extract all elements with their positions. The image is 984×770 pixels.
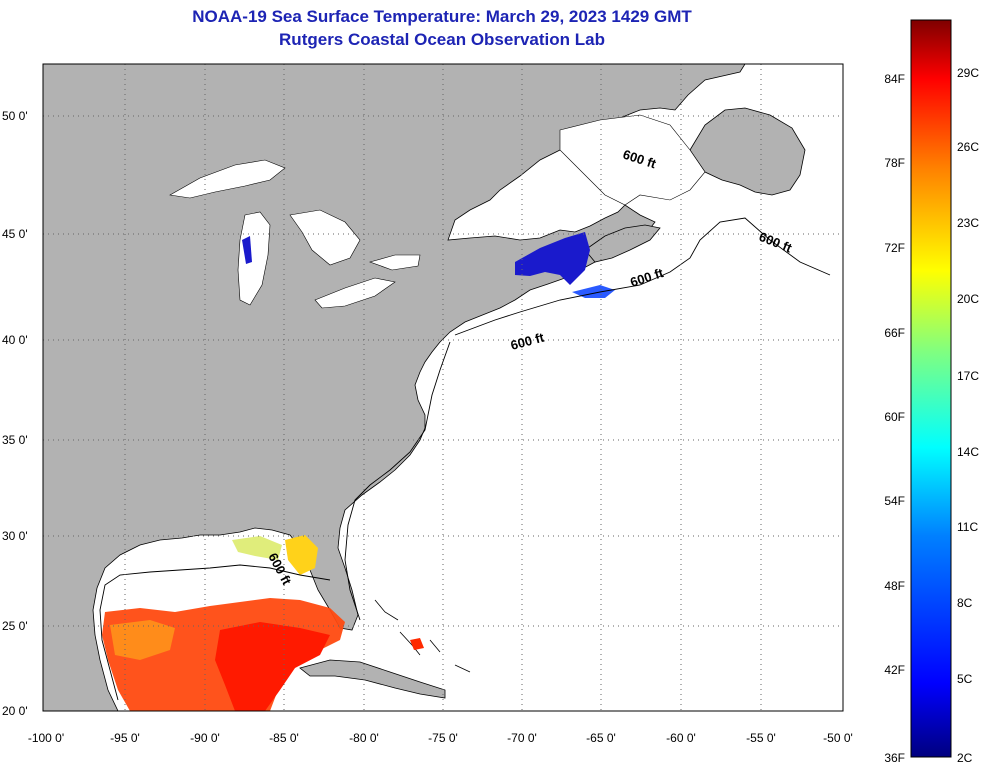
colorbar-c-label: 2C bbox=[957, 751, 973, 765]
nova-scotia-land bbox=[584, 224, 661, 263]
colorbar-f-label: 84F bbox=[884, 72, 905, 86]
colorbar-c-label: 8C bbox=[957, 596, 973, 610]
colorbar-c-label: 17C bbox=[957, 369, 979, 383]
lat-label: 50 0' bbox=[2, 109, 28, 123]
lat-label: 35 0' bbox=[2, 433, 28, 447]
lon-label: -80 0' bbox=[349, 731, 379, 745]
colorbar-f-label: 78F bbox=[884, 156, 905, 170]
colorbar-c-label: 23C bbox=[957, 216, 979, 230]
lon-label: -55 0' bbox=[746, 731, 776, 745]
color-bar: 84F 78F 72F 66F 60F 54F 48F 42F 36F 29C … bbox=[884, 19, 979, 765]
lon-label: -95 0' bbox=[110, 731, 140, 745]
lat-label: 25 0' bbox=[2, 619, 28, 633]
colorbar-f-label: 60F bbox=[884, 410, 905, 424]
lon-label: -50 0' bbox=[823, 731, 853, 745]
gulf-shelf-warm bbox=[285, 535, 318, 575]
gulf-of-maine-cold-sst bbox=[515, 232, 590, 285]
colorbar-c-label: 14C bbox=[957, 445, 979, 459]
lat-label: 45 0' bbox=[2, 227, 28, 241]
gulf-cooler-patch bbox=[110, 620, 175, 660]
gulf-hot-core bbox=[215, 622, 330, 711]
lake-michigan bbox=[237, 211, 271, 306]
gulf-st-lawrence bbox=[559, 114, 706, 206]
colorbar-c-label: 26C bbox=[957, 140, 979, 154]
lon-label: -75 0' bbox=[428, 731, 458, 745]
longitude-axis: -100 0' -95 0' -90 0' -85 0' -80 0' -75 … bbox=[28, 731, 853, 745]
lon-label: -70 0' bbox=[507, 731, 537, 745]
lake-huron bbox=[289, 209, 361, 266]
lon-label: -65 0' bbox=[586, 731, 616, 745]
graticule bbox=[43, 64, 843, 711]
lon-label: -60 0' bbox=[666, 731, 696, 745]
lat-label: 20 0' bbox=[2, 704, 28, 718]
lat-label: 40 0' bbox=[2, 333, 28, 347]
lake-superior bbox=[169, 159, 286, 199]
colorbar-f-label: 72F bbox=[884, 241, 905, 255]
colorbar-f-label: 54F bbox=[884, 494, 905, 508]
depth-contour-line bbox=[99, 217, 831, 701]
lat-label: 30 0' bbox=[2, 529, 28, 543]
lake-michigan-cold-sst bbox=[242, 236, 252, 264]
lon-label: -90 0' bbox=[190, 731, 220, 745]
gulf-shelf-mixed bbox=[232, 536, 282, 560]
lake-erie bbox=[314, 277, 396, 309]
map-subtitle: Rutgers Coastal Ocean Observation Lab bbox=[279, 30, 605, 49]
colorbar-f-label: 66F bbox=[884, 326, 905, 340]
lake-ontario bbox=[369, 254, 421, 271]
newfoundland-land bbox=[689, 107, 806, 196]
colorbar-c-label: 11C bbox=[957, 520, 978, 534]
colorbar-c-label: 29C bbox=[957, 66, 979, 80]
cuba-land bbox=[299, 659, 446, 699]
latitude-axis: 20 0' 25 0' 30 0' 35 0' 40 0' 45 0' 50 0… bbox=[2, 109, 28, 718]
bahamas-warm-spot bbox=[410, 638, 424, 650]
map-frame bbox=[42, 63, 844, 712]
colorbar-c-label: 5C bbox=[957, 672, 973, 686]
north-america-land bbox=[43, 64, 746, 711]
colorbar-f-label: 42F bbox=[884, 663, 905, 677]
colorbar-f-label: 36F bbox=[884, 751, 905, 765]
map-title: NOAA-19 Sea Surface Temperature: March 2… bbox=[192, 7, 692, 26]
lon-label: -85 0' bbox=[269, 731, 299, 745]
colorbar-f-label: 48F bbox=[884, 579, 905, 593]
colorbar-c-label: 20C bbox=[957, 292, 979, 306]
lon-label: -100 0' bbox=[28, 731, 64, 745]
color-bar-gradient bbox=[910, 19, 952, 758]
shelf-cold-patch bbox=[572, 285, 615, 298]
